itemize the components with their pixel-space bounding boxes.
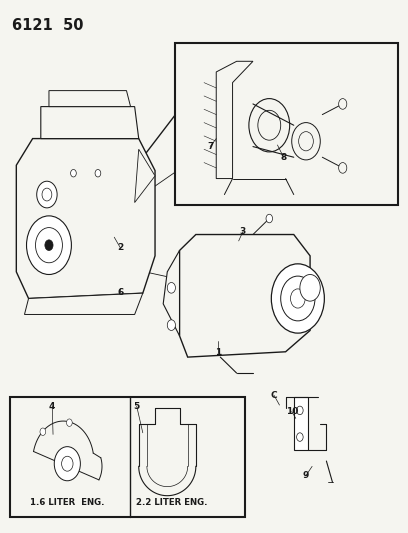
- Text: C: C: [271, 391, 277, 400]
- Circle shape: [339, 99, 347, 109]
- Circle shape: [281, 276, 315, 321]
- Circle shape: [62, 456, 73, 471]
- Polygon shape: [216, 61, 253, 179]
- Circle shape: [299, 132, 313, 151]
- Text: 9: 9: [303, 471, 309, 480]
- Polygon shape: [163, 251, 180, 336]
- Text: 4: 4: [49, 402, 55, 410]
- Bar: [294, 397, 308, 450]
- Circle shape: [266, 214, 273, 223]
- Text: 1.6 LITER  ENG.: 1.6 LITER ENG.: [30, 498, 104, 507]
- Circle shape: [37, 181, 57, 208]
- Circle shape: [42, 188, 52, 201]
- Polygon shape: [16, 139, 155, 298]
- Polygon shape: [135, 149, 155, 203]
- Bar: [10, 397, 245, 517]
- Circle shape: [35, 228, 62, 263]
- Circle shape: [249, 99, 290, 152]
- Polygon shape: [24, 293, 143, 314]
- Circle shape: [258, 110, 281, 140]
- Circle shape: [71, 169, 76, 177]
- Circle shape: [95, 169, 101, 177]
- Circle shape: [167, 320, 175, 330]
- Text: 5: 5: [133, 402, 140, 410]
- Bar: [175, 43, 398, 205]
- Text: 8: 8: [280, 153, 287, 161]
- Polygon shape: [49, 91, 131, 107]
- Text: 1: 1: [215, 349, 222, 357]
- Text: 2.2 LITER ENG.: 2.2 LITER ENG.: [135, 498, 207, 507]
- Circle shape: [339, 163, 347, 173]
- Text: 6121  50: 6121 50: [12, 18, 84, 33]
- Circle shape: [54, 447, 80, 481]
- Polygon shape: [180, 235, 310, 357]
- Text: 7: 7: [207, 142, 213, 151]
- Circle shape: [290, 289, 305, 308]
- Polygon shape: [41, 107, 139, 139]
- Circle shape: [271, 264, 324, 333]
- Text: 6: 6: [117, 288, 124, 296]
- Circle shape: [167, 282, 175, 293]
- Circle shape: [27, 216, 71, 274]
- Circle shape: [40, 428, 46, 435]
- Circle shape: [300, 274, 320, 301]
- Text: 10: 10: [286, 407, 298, 416]
- Circle shape: [297, 406, 303, 415]
- Circle shape: [45, 240, 53, 251]
- Text: 3: 3: [239, 228, 246, 236]
- Circle shape: [292, 123, 320, 160]
- Text: 2: 2: [117, 244, 124, 252]
- Circle shape: [67, 419, 72, 426]
- Circle shape: [297, 433, 303, 441]
